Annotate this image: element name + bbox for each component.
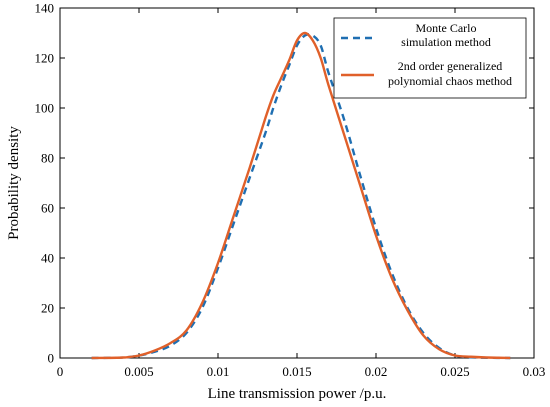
x-tick-label: 0: [57, 364, 64, 379]
x-tick-label: 0.015: [282, 364, 311, 379]
y-axis-title: Probability density: [6, 126, 22, 240]
series-layer: [91, 31, 511, 360]
y-tick-label: 140: [35, 1, 55, 16]
y-tick-label: 40: [41, 251, 54, 266]
legend-label-gpc-line2: polynomial chaos method: [388, 74, 512, 88]
y-tick-label: 60: [41, 201, 54, 216]
y-tick-label: 80: [41, 151, 54, 166]
y-tick-label: 120: [35, 51, 55, 66]
axis-ticks: 0 0.005 0.01 0.015 0.02 0.025 0.03 0 20 40 60 80 100…: [35, 1, 546, 380]
legend-box: [333, 17, 527, 99]
x-tick-label: 0.025: [440, 364, 469, 379]
x-tick-label: 0.005: [124, 364, 153, 379]
legend-label-monte-carlo-line1: Monte Carlo: [416, 21, 477, 35]
legend: Monte Carlo simulation method 2nd order …: [333, 17, 527, 99]
x-tick-label: 0.01: [207, 364, 230, 379]
x-axis-title: Line transmission power /p.u.: [208, 386, 387, 402]
legend-label-monte-carlo-line2: simulation method: [401, 35, 491, 49]
y-tick-label: 0: [48, 351, 55, 366]
x-tick-label: 0.02: [365, 364, 388, 379]
monte-carlo-series-line: [91, 33, 511, 360]
legend-label-gpc-line1: 2nd order generalized: [398, 59, 503, 73]
gpc-series-line: [91, 31, 511, 360]
y-tick-label: 20: [41, 301, 54, 316]
x-tick-label: 0.03: [523, 364, 546, 379]
y-tick-label: 100: [35, 101, 55, 116]
